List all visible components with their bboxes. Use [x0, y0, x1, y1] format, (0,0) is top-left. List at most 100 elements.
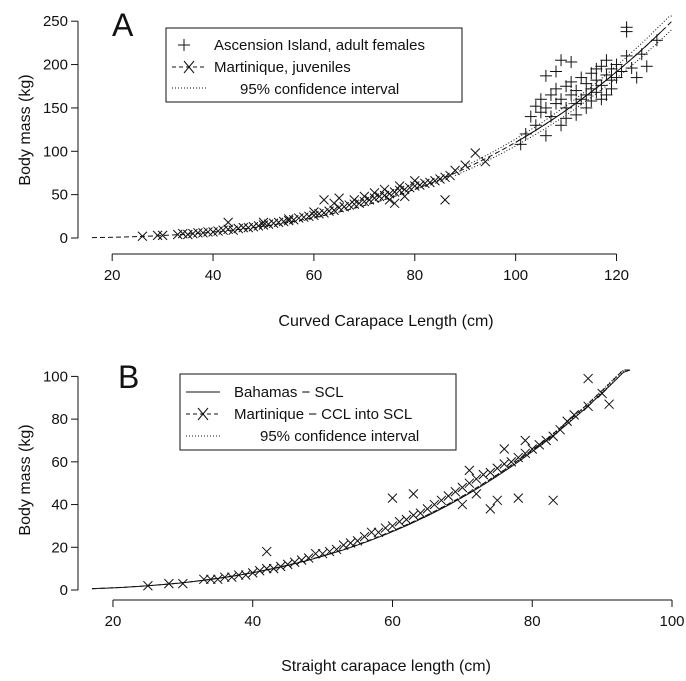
panel-a-legend-marker-0: [178, 39, 190, 51]
panel-a-point-cross: [384, 194, 395, 205]
panel-a-point-plus: [529, 119, 542, 132]
panel-a-legend-box: [165, 27, 463, 103]
panel-b-point-cross: [380, 523, 391, 533]
panel-b-point-cross: [429, 499, 440, 510]
panel-a-letter: A: [112, 7, 134, 43]
panel-b-point-cross: [143, 580, 153, 591]
panel-b-legend-marker-1: [186, 407, 220, 421]
panel-b-point-cross: [548, 495, 559, 506]
panel-a-point-plus: [610, 58, 623, 71]
panel-a-point-plus: [580, 77, 593, 90]
panel-a-y-axis-title: Body mass (kg): [17, 74, 34, 185]
panel-a-point-cross: [389, 198, 400, 209]
panel-b-point-cross: [492, 495, 503, 506]
panel-a-point-cross: [258, 217, 269, 228]
panel-b-point-cross: [583, 401, 593, 412]
panel-a-x-tick-label: 100: [503, 267, 528, 284]
panel-a-point-plus: [590, 62, 603, 75]
panel-a-point-cross: [369, 188, 380, 198]
panel-a-point-cross: [329, 205, 339, 216]
panel-b: B Straight carapace length (cm) Body mas…: [17, 359, 685, 675]
panel-a-point-plus: [550, 82, 562, 95]
panel-b-point-cross: [450, 486, 461, 497]
panel-b-x-ticks: 20 40 60 80 100: [105, 599, 685, 630]
panel-a-point-plus: [600, 68, 613, 81]
panel-b-x-tick-label: 60: [384, 613, 401, 630]
panel-a-point-plus: [585, 94, 598, 107]
panel-a-y-tick-label: 50: [51, 187, 68, 204]
panel-b-point-cross: [164, 578, 174, 589]
panel-a-point-plus: [610, 71, 623, 84]
panel-a-y-tick-label: 0: [60, 230, 68, 247]
panel-b-y-tick-label: 20: [51, 539, 68, 556]
panel-a-point-plus: [560, 101, 573, 114]
panel-a-x-ticks: 20 40 60 80 100 120: [104, 253, 629, 284]
panel-b-x-tick-label: 100: [659, 613, 684, 630]
panel-a-point-plus: [539, 129, 552, 142]
panel-b-point-cross: [464, 465, 475, 476]
panel-a-point-plus: [600, 88, 613, 101]
panel-b-y-axis-title: Body mass (kg): [17, 424, 34, 535]
panel-a-point-plus: [620, 49, 633, 62]
panel-a-point-cross: [152, 230, 163, 241]
panel-a-point-plus: [570, 108, 583, 121]
panel-b-y-tick-label: 40: [51, 497, 68, 514]
panel-b-point-cross: [289, 557, 300, 568]
panel-a-legend-label-0: Ascension Island, adult females: [214, 37, 425, 54]
panel-b-point-cross: [527, 444, 538, 454]
panel-b-point-cross: [520, 448, 531, 459]
panel-b-point-cross: [457, 482, 468, 493]
panel-b-point-cross: [275, 561, 286, 572]
panel-a-point-cross: [288, 214, 299, 225]
panel-b-point-cross: [541, 435, 552, 446]
panel-b-point-cross: [345, 538, 356, 548]
panel-a-point-cross: [223, 217, 234, 228]
panel-b-point-cross: [485, 503, 496, 514]
panel-b-point-cross: [387, 493, 398, 504]
panel-b-point-cross: [240, 570, 251, 580]
panel-b-point-cross: [513, 493, 524, 504]
panel-b-point-cross: [254, 565, 265, 576]
panel-b-x-tick-label: 80: [524, 613, 541, 630]
panel-a-point-cross: [379, 184, 390, 195]
panel-b-point-cross: [534, 439, 545, 450]
panel-b-point-cross: [317, 548, 328, 559]
panel-a-point-cross: [339, 201, 350, 212]
panel-a-point-plus: [590, 86, 603, 99]
panel-a-x-tick-label: 60: [306, 267, 323, 284]
panel-a-point-plus: [590, 74, 603, 87]
panel-b-point-cross: [436, 495, 447, 506]
panel-b-x-tick-label: 40: [244, 613, 261, 630]
panel-b-point-cross: [499, 444, 510, 454]
panel-b-point-cross: [408, 489, 419, 499]
panel-b-legend-label-1: Martinique − CCL into SCL: [234, 406, 412, 423]
panel-a-point-plus: [555, 119, 568, 132]
panel-b-point-cross: [387, 521, 398, 531]
panel-a-point-plus: [625, 62, 638, 75]
panel-a-point-plus: [595, 79, 608, 92]
panel-b-point-cross: [471, 489, 482, 499]
panel-a-y-tick-label: 200: [43, 57, 68, 74]
panel-a-point-plus: [560, 112, 573, 125]
panel-a-point-cross: [203, 227, 213, 237]
panel-b-point-cross: [331, 544, 342, 555]
panel-a-point-plus: [580, 101, 593, 114]
panel-a-point-cross: [309, 207, 319, 217]
panel-a-point-cross: [137, 231, 148, 242]
panel-a-point-cross: [399, 184, 410, 195]
panel-b-point-cross: [205, 574, 216, 585]
panel-a-point-cross: [480, 156, 491, 167]
panel-a-point-cross: [364, 194, 375, 205]
panel-a-point-cross: [369, 193, 380, 203]
panel-b-point-cross: [303, 553, 314, 563]
panel-a-point-cross: [309, 210, 319, 221]
panel-a-x-tick-label: 20: [104, 267, 121, 284]
panel-b-point-cross: [268, 563, 279, 574]
panel-a-point-cross: [157, 230, 168, 241]
panel-a-y-tick-label: 250: [43, 13, 68, 30]
panel-a-legend: Ascension Island, adult females Martiniq…: [165, 27, 463, 103]
panel-a: A Curved Carapace Length (cm) Body mass …: [17, 7, 673, 330]
panel-a-point-plus: [544, 110, 557, 123]
panel-a-point-plus: [580, 88, 593, 101]
panel-b-point-cross: [583, 373, 593, 384]
